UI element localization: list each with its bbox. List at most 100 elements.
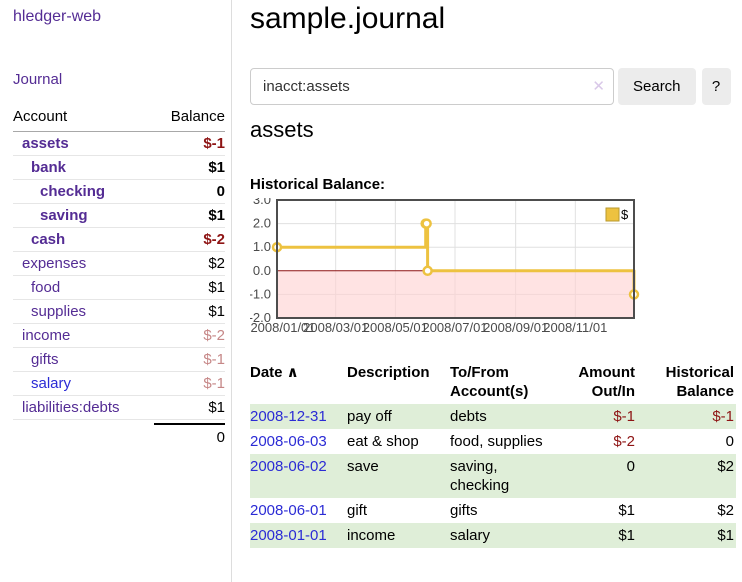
amount-cell: $1 bbox=[618, 527, 635, 544]
account-row: salary $-1 bbox=[13, 371, 225, 396]
transaction-date-link[interactable]: 2008-12-31 bbox=[250, 408, 327, 425]
account-title: assets bbox=[250, 117, 314, 142]
account-link[interactable]: saving bbox=[40, 207, 88, 224]
account-balance: $-1 bbox=[203, 135, 225, 152]
account-link[interactable]: cash bbox=[31, 231, 66, 248]
svg-text:$: $ bbox=[621, 207, 629, 222]
clear-search-icon[interactable]: ✕ bbox=[592, 78, 605, 95]
accounts-cell: salary bbox=[450, 527, 491, 544]
register-row: 2008-06-02 save saving, checking 0 $2 bbox=[250, 454, 736, 498]
date-cell: 2008-06-01 bbox=[250, 498, 347, 523]
account-row: supplies $1 bbox=[13, 299, 225, 324]
sort-asc-icon: ∧ bbox=[282, 364, 299, 381]
register-row: 2008-12-31 pay off debts $-1 $-1 bbox=[250, 404, 736, 429]
account-tree: Account Balance assets $-1 bank $1 checking 0… bbox=[13, 104, 225, 450]
account-column-header: Account bbox=[13, 104, 154, 132]
accounts-cell: saving, checking bbox=[450, 458, 510, 494]
account-link[interactable]: bank bbox=[31, 159, 67, 176]
register-table-container: Date ∧ Description To/From Account(s) Amoun… bbox=[250, 360, 736, 548]
total-row: 0 bbox=[13, 423, 225, 450]
search-input[interactable] bbox=[250, 68, 614, 105]
account-link[interactable]: liabilities:debts bbox=[22, 399, 120, 416]
description-cell: eat & shop bbox=[347, 433, 419, 450]
balance-cell: $2 bbox=[717, 502, 734, 519]
register-table: Date ∧ Description To/From Account(s) Amoun… bbox=[250, 360, 736, 548]
svg-text:2008/03/01: 2008/03/01 bbox=[303, 320, 368, 335]
svg-text:2008/09/01: 2008/09/01 bbox=[483, 320, 548, 335]
account-link[interactable]: gifts bbox=[31, 351, 59, 368]
svg-text:3.0: 3.0 bbox=[253, 198, 271, 207]
amount-cell: $1 bbox=[618, 502, 635, 519]
page-title: sample.journal bbox=[250, 2, 446, 35]
register-column-header: To/From Account(s) bbox=[450, 364, 529, 400]
amount-cell: $-2 bbox=[613, 433, 635, 450]
search-button[interactable]: Search bbox=[618, 68, 696, 105]
svg-text:2008/11/01: 2008/11/01 bbox=[543, 320, 607, 335]
sidebar-item-journal[interactable]: Journal bbox=[13, 71, 63, 88]
brand-link[interactable]: hledger-web bbox=[13, 8, 102, 25]
account-row: liabilities:debts $1 bbox=[13, 395, 225, 420]
account-row: income $-2 bbox=[13, 323, 225, 348]
date-cell: 2008-01-01 bbox=[250, 523, 347, 548]
svg-text:2008/01/01: 2008/01/01 bbox=[250, 320, 315, 335]
description-cell: save bbox=[347, 458, 379, 475]
account-balance: $1 bbox=[208, 303, 225, 320]
account-balance: $-2 bbox=[203, 327, 225, 344]
account-row: gifts $-1 bbox=[13, 347, 225, 372]
register-row: 2008-06-01 gift gifts $1 $2 bbox=[250, 498, 736, 523]
balance-cell: 0 bbox=[725, 433, 734, 450]
register-column-header: Description bbox=[347, 364, 430, 381]
date-cell: 2008-06-02 bbox=[250, 454, 347, 498]
register-table-body: 2008-12-31 pay off debts $-1 $-1 2008-06-03 ea… bbox=[250, 404, 736, 548]
date-cell: 2008-12-31 bbox=[250, 404, 347, 429]
transaction-date-link[interactable]: 2008-01-01 bbox=[250, 527, 327, 544]
account-balance: 0 bbox=[216, 183, 225, 200]
total-separator bbox=[13, 419, 225, 425]
balance-cell: $2 bbox=[717, 458, 734, 475]
account-balance: $1 bbox=[208, 207, 225, 224]
account-row: assets $-1 bbox=[13, 132, 225, 156]
account-balance: $-1 bbox=[203, 351, 225, 368]
account-row: checking 0 bbox=[13, 179, 225, 204]
register-column-header[interactable]: Date ∧ bbox=[250, 364, 299, 381]
transaction-date-link[interactable]: 2008-06-03 bbox=[250, 433, 327, 450]
balance-column-header: Balance bbox=[153, 104, 225, 132]
account-link[interactable]: assets bbox=[22, 135, 69, 152]
chart-label: Historical Balance: bbox=[250, 176, 386, 193]
balance-chart-container: $3.0 2.0 1.0 0.0 -1.0 -2.0 2008/01/01 2008/03/0… bbox=[249, 192, 650, 343]
svg-text:-1.0: -1.0 bbox=[250, 286, 271, 301]
svg-text:0.0: 0.0 bbox=[253, 263, 271, 278]
total-balance: 0 bbox=[153, 423, 225, 450]
register-column-header: Historical Balance bbox=[665, 364, 734, 400]
account-link[interactable]: expenses bbox=[22, 255, 87, 272]
account-balance: $1 bbox=[208, 279, 225, 296]
account-link[interactable]: checking bbox=[40, 183, 106, 200]
amount-cell: $-1 bbox=[613, 408, 635, 425]
account-balance: $1 bbox=[208, 399, 225, 416]
account-link[interactable]: salary bbox=[31, 375, 72, 392]
account-balance: $-1 bbox=[203, 375, 225, 392]
account-balance: $-2 bbox=[203, 231, 225, 248]
accounts-cell: food, supplies bbox=[450, 433, 543, 450]
sidebar: hledger-web Journal Account Balance asse… bbox=[0, 0, 232, 582]
date-cell: 2008-06-03 bbox=[250, 429, 347, 454]
amount-cell: 0 bbox=[626, 458, 635, 475]
svg-text:1.0: 1.0 bbox=[253, 239, 271, 254]
account-row: saving $1 bbox=[13, 203, 225, 228]
account-balance: $1 bbox=[208, 159, 225, 176]
account-link[interactable]: food bbox=[31, 279, 61, 296]
help-button[interactable]: ? bbox=[701, 68, 731, 105]
main-panel: sample.journal ✕ Search ? assets Histori… bbox=[249, 0, 736, 582]
transaction-date-link[interactable]: 2008-06-02 bbox=[250, 458, 327, 475]
balance-chart: $3.0 2.0 1.0 0.0 -1.0 -2.02008/01/012008/03/0… bbox=[249, 192, 640, 335]
account-link[interactable]: income bbox=[22, 327, 71, 344]
register-header-row: Date ∧ Description To/From Account(s) Amoun… bbox=[250, 360, 736, 404]
balance-cell: $-1 bbox=[712, 408, 734, 425]
svg-text:2.0: 2.0 bbox=[253, 216, 271, 231]
account-link[interactable]: supplies bbox=[31, 303, 87, 320]
transaction-date-link[interactable]: 2008-06-01 bbox=[250, 502, 327, 519]
accounts-cell: gifts bbox=[450, 502, 478, 519]
account-balance: $2 bbox=[208, 255, 225, 272]
description-cell: pay off bbox=[347, 408, 392, 425]
svg-text:2008/07/01: 2008/07/01 bbox=[422, 320, 487, 335]
